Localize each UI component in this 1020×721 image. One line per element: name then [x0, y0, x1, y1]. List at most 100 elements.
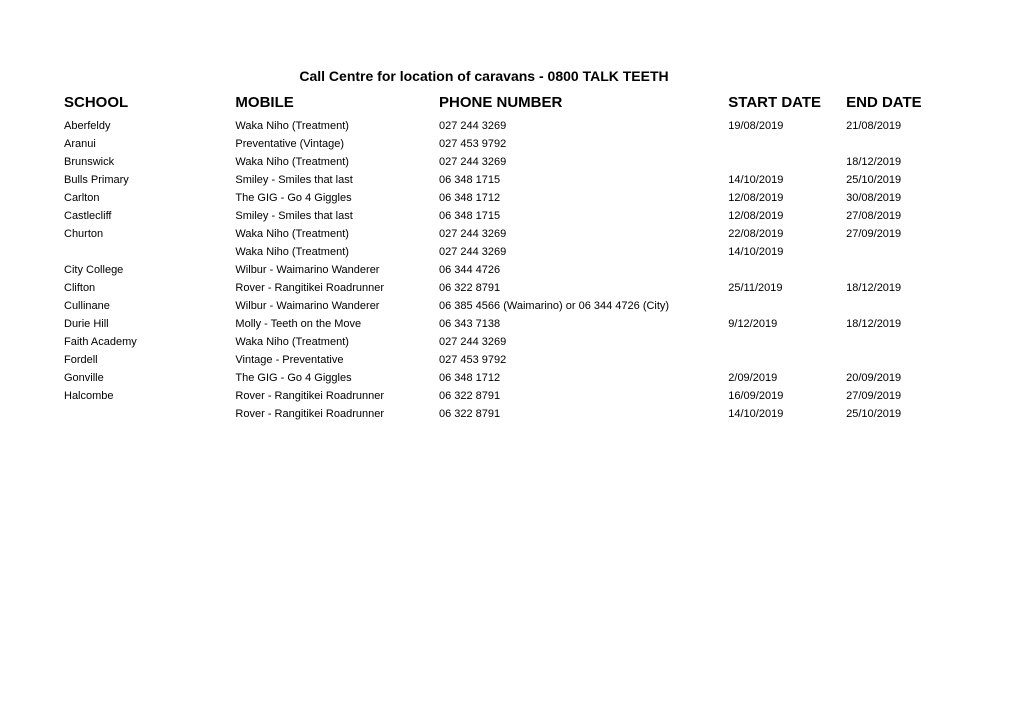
- page-title: Call Centre for location of caravans - 0…: [64, 68, 904, 84]
- header-mobile: MOBILE: [235, 92, 439, 117]
- header-school: SCHOOL: [64, 92, 235, 117]
- table-row: ChurtonWaka Niho (Treatment)027 244 3269…: [64, 225, 964, 243]
- cell-school: Bulls Primary: [64, 171, 235, 189]
- cell-start: 2/09/2019: [728, 369, 846, 387]
- cell-end: 25/10/2019: [846, 405, 964, 423]
- cell-end: 27/08/2019: [846, 207, 964, 225]
- cell-end: [846, 261, 964, 279]
- cell-mobile: Waka Niho (Treatment): [235, 333, 439, 351]
- cell-school: Clifton: [64, 279, 235, 297]
- cell-school: [64, 243, 235, 261]
- table-row: CastlecliffSmiley - Smiles that last06 3…: [64, 207, 964, 225]
- cell-end: [846, 135, 964, 153]
- table-row: CullinaneWilbur - Waimarino Wanderer06 3…: [64, 297, 964, 315]
- cell-school: Durie Hill: [64, 315, 235, 333]
- table-row: HalcombeRover - Rangitikei Roadrunner06 …: [64, 387, 964, 405]
- cell-school: Faith Academy: [64, 333, 235, 351]
- cell-start: [728, 135, 846, 153]
- cell-school: Castlecliff: [64, 207, 235, 225]
- table-row: CliftonRover - Rangitikei Roadrunner06 3…: [64, 279, 964, 297]
- cell-start: 19/08/2019: [728, 117, 846, 135]
- cell-mobile: Smiley - Smiles that last: [235, 207, 439, 225]
- cell-end: [846, 243, 964, 261]
- cell-start: 12/08/2019: [728, 189, 846, 207]
- cell-start: 14/10/2019: [728, 171, 846, 189]
- cell-start: [728, 261, 846, 279]
- cell-mobile: Preventative (Vintage): [235, 135, 439, 153]
- cell-end: 30/08/2019: [846, 189, 964, 207]
- cell-phone: 06 385 4566 (Waimarino) or 06 344 4726 (…: [439, 297, 728, 315]
- cell-mobile: Waka Niho (Treatment): [235, 243, 439, 261]
- cell-school: Fordell: [64, 351, 235, 369]
- cell-end: [846, 297, 964, 315]
- cell-school: Halcombe: [64, 387, 235, 405]
- table-row: City CollegeWilbur - Waimarino Wanderer0…: [64, 261, 964, 279]
- table-header-row: SCHOOL MOBILE PHONE NUMBER START DATE EN…: [64, 92, 964, 117]
- cell-school: Aranui: [64, 135, 235, 153]
- cell-mobile: Waka Niho (Treatment): [235, 153, 439, 171]
- cell-mobile: Wilbur - Waimarino Wanderer: [235, 297, 439, 315]
- cell-mobile: The GIG - Go 4 Giggles: [235, 189, 439, 207]
- table-row: AberfeldyWaka Niho (Treatment)027 244 32…: [64, 117, 964, 135]
- cell-mobile: The GIG - Go 4 Giggles: [235, 369, 439, 387]
- header-end: END DATE: [846, 92, 964, 117]
- schedule-table: SCHOOL MOBILE PHONE NUMBER START DATE EN…: [64, 92, 964, 423]
- cell-phone: 06 322 8791: [439, 387, 728, 405]
- cell-start: 14/10/2019: [728, 243, 846, 261]
- cell-end: 20/09/2019: [846, 369, 964, 387]
- cell-end: 21/08/2019: [846, 117, 964, 135]
- cell-phone: 06 348 1712: [439, 369, 728, 387]
- cell-phone: 06 344 4726: [439, 261, 728, 279]
- cell-end: [846, 333, 964, 351]
- header-phone: PHONE NUMBER: [439, 92, 728, 117]
- cell-school: Aberfeldy: [64, 117, 235, 135]
- table-row: CarltonThe GIG - Go 4 Giggles06 348 1712…: [64, 189, 964, 207]
- cell-start: 12/08/2019: [728, 207, 846, 225]
- table-body: AberfeldyWaka Niho (Treatment)027 244 32…: [64, 117, 964, 423]
- cell-end: 18/12/2019: [846, 315, 964, 333]
- cell-start: [728, 333, 846, 351]
- cell-end: 27/09/2019: [846, 387, 964, 405]
- cell-start: [728, 153, 846, 171]
- table-row: Rover - Rangitikei Roadrunner06 322 8791…: [64, 405, 964, 423]
- cell-phone: 027 244 3269: [439, 243, 728, 261]
- table-row: Bulls PrimarySmiley - Smiles that last06…: [64, 171, 964, 189]
- cell-mobile: Wilbur - Waimarino Wanderer: [235, 261, 439, 279]
- cell-school: [64, 405, 235, 423]
- cell-phone: 027 244 3269: [439, 153, 728, 171]
- table-row: Waka Niho (Treatment)027 244 326914/10/2…: [64, 243, 964, 261]
- table-row: FordellVintage - Preventative027 453 979…: [64, 351, 964, 369]
- cell-school: Churton: [64, 225, 235, 243]
- cell-end: 27/09/2019: [846, 225, 964, 243]
- cell-phone: 06 322 8791: [439, 279, 728, 297]
- cell-phone: 027 244 3269: [439, 225, 728, 243]
- cell-start: 25/11/2019: [728, 279, 846, 297]
- table-row: BrunswickWaka Niho (Treatment)027 244 32…: [64, 153, 964, 171]
- cell-school: Brunswick: [64, 153, 235, 171]
- cell-mobile: Rover - Rangitikei Roadrunner: [235, 405, 439, 423]
- cell-end: 25/10/2019: [846, 171, 964, 189]
- cell-end: 18/12/2019: [846, 153, 964, 171]
- cell-school: Gonville: [64, 369, 235, 387]
- cell-school: City College: [64, 261, 235, 279]
- cell-end: 18/12/2019: [846, 279, 964, 297]
- cell-mobile: Rover - Rangitikei Roadrunner: [235, 387, 439, 405]
- cell-mobile: Rover - Rangitikei Roadrunner: [235, 279, 439, 297]
- cell-phone: 027 453 9792: [439, 135, 728, 153]
- cell-phone: 027 453 9792: [439, 351, 728, 369]
- cell-school: Carlton: [64, 189, 235, 207]
- cell-start: [728, 351, 846, 369]
- cell-start: 14/10/2019: [728, 405, 846, 423]
- cell-phone: 06 348 1712: [439, 189, 728, 207]
- cell-phone: 027 244 3269: [439, 117, 728, 135]
- cell-school: Cullinane: [64, 297, 235, 315]
- header-start: START DATE: [728, 92, 846, 117]
- cell-phone: 06 348 1715: [439, 207, 728, 225]
- cell-start: 22/08/2019: [728, 225, 846, 243]
- cell-phone: 027 244 3269: [439, 333, 728, 351]
- cell-phone: 06 322 8791: [439, 405, 728, 423]
- cell-mobile: Smiley - Smiles that last: [235, 171, 439, 189]
- document-page: Call Centre for location of caravans - 0…: [0, 0, 1020, 423]
- cell-start: 16/09/2019: [728, 387, 846, 405]
- cell-start: [728, 297, 846, 315]
